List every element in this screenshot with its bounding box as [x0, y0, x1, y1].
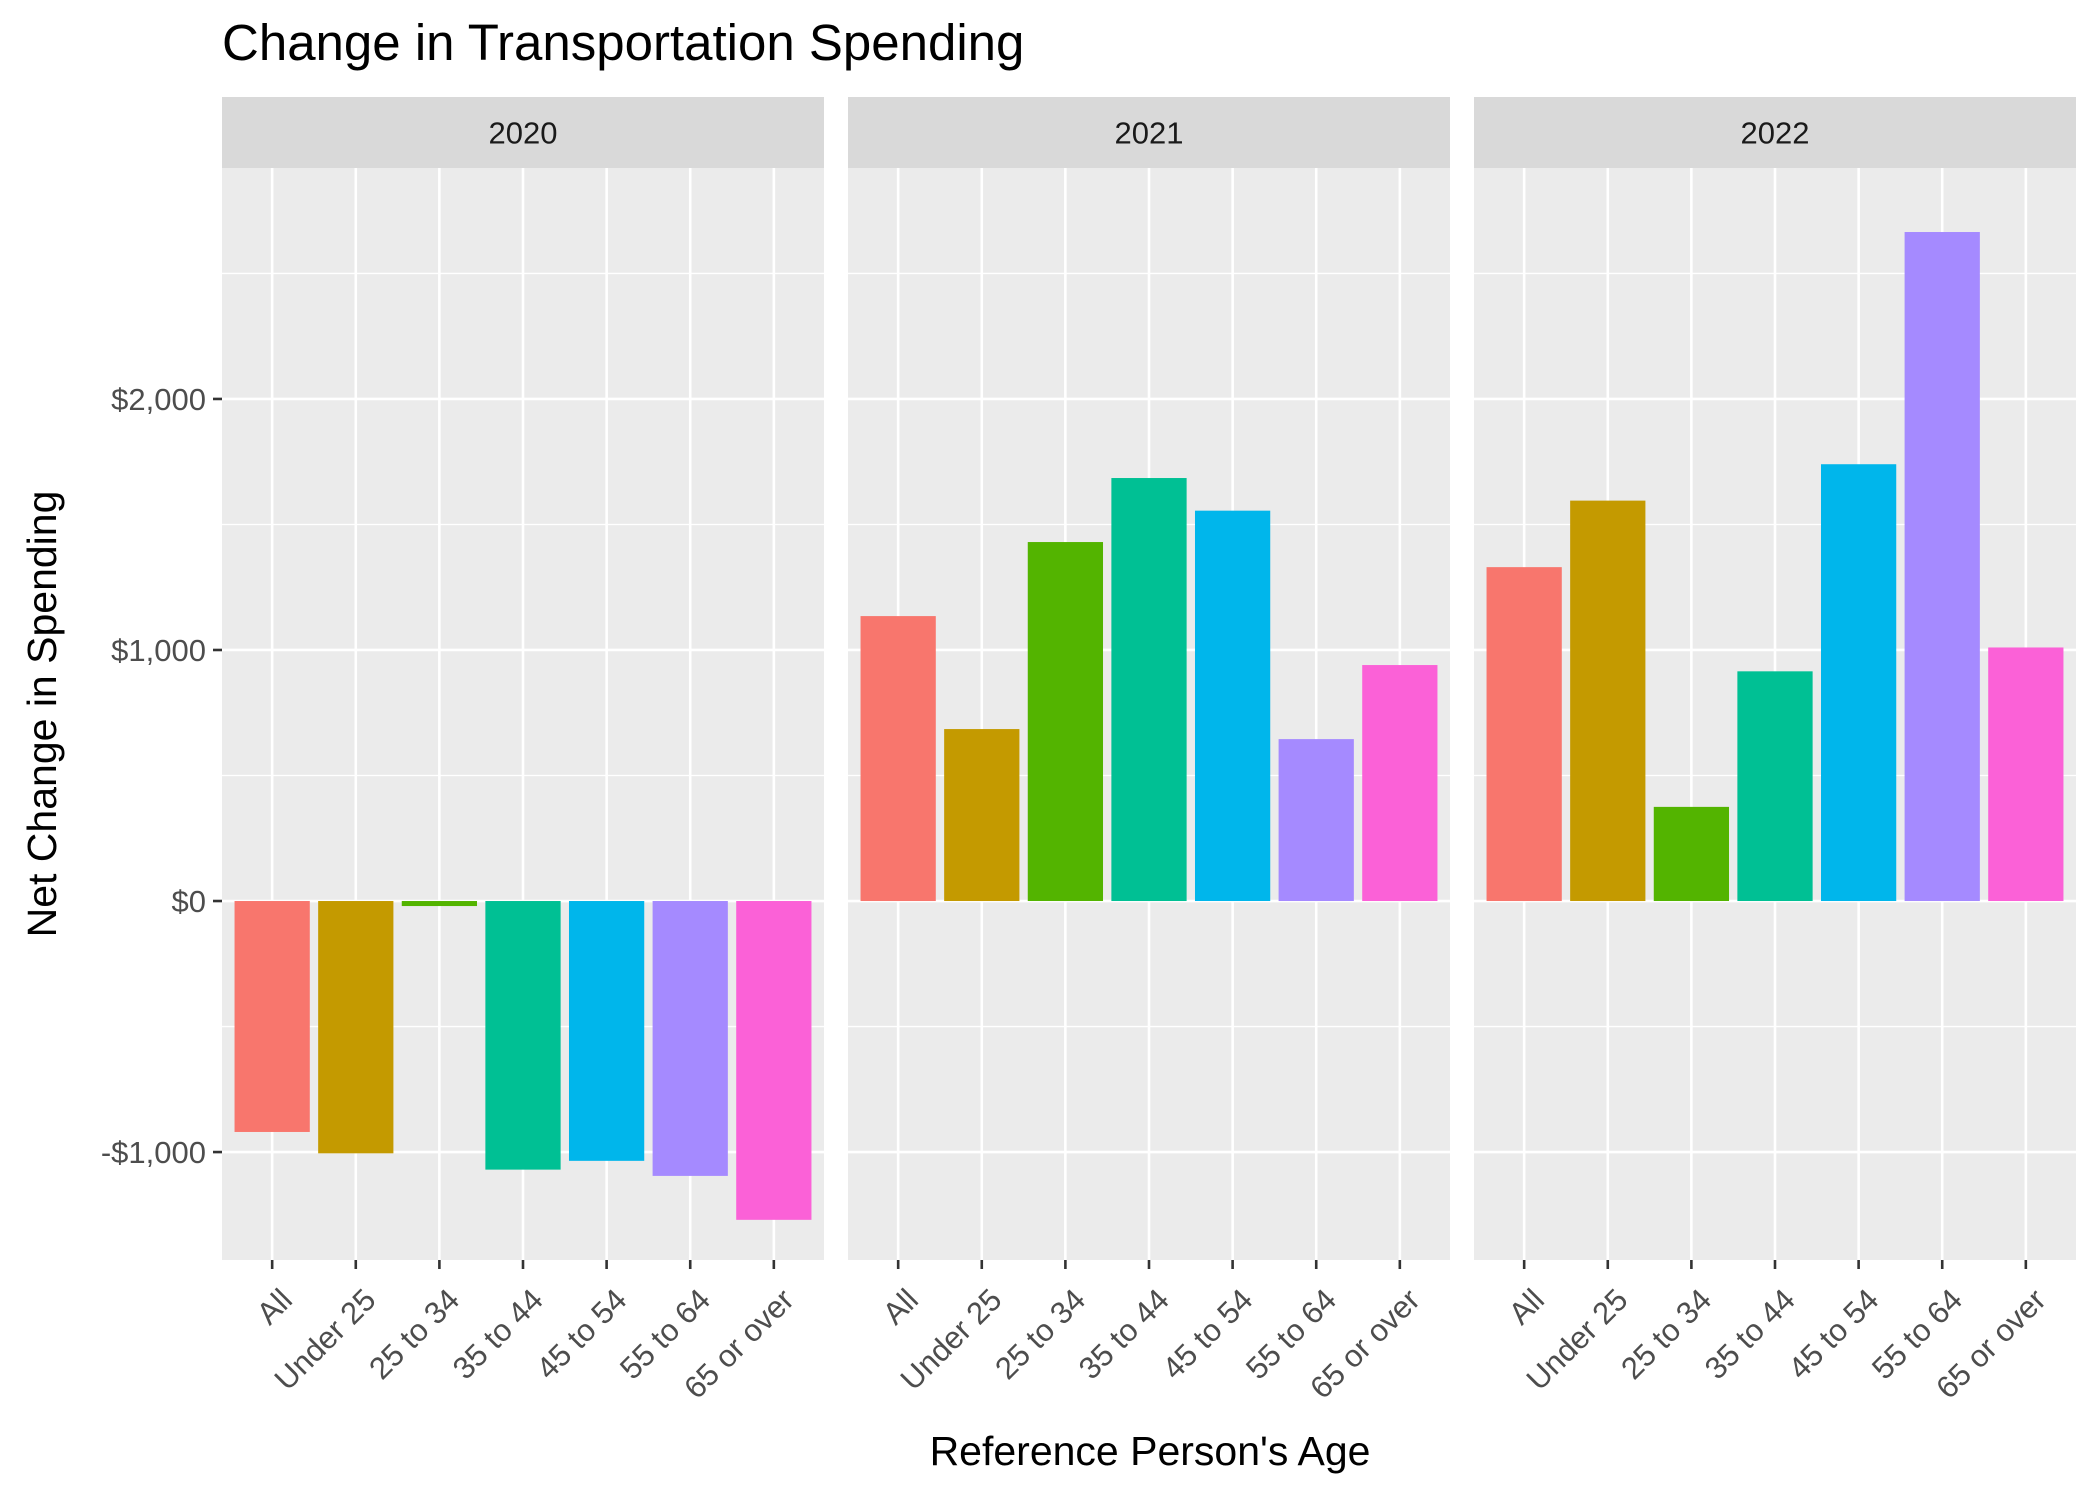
bar-2021-35-to-44 — [1111, 478, 1187, 902]
x-tick-label: 25 to 34 — [988, 1282, 1092, 1386]
bar-2020-all — [234, 901, 310, 1132]
y-tick-label: $0 — [172, 884, 206, 919]
bar-2020-25-to-34 — [401, 901, 478, 907]
bar-2022-all — [1486, 567, 1562, 902]
y-tick-label: $1,000 — [111, 633, 206, 668]
facet-strip-label: 2021 — [1115, 116, 1184, 151]
x-tick-label: 35 to 44 — [1698, 1282, 1802, 1386]
bar-2020-55-to-64 — [652, 901, 728, 1176]
bar-2022-45-to-54 — [1820, 464, 1897, 902]
bar-2020-under-25 — [318, 901, 394, 1154]
bar-2021-45-to-54 — [1194, 510, 1271, 902]
y-axis: -$1,000 $0 $1,000 $2,000 — [101, 382, 222, 1170]
x-tick-label: 35 to 44 — [446, 1282, 550, 1386]
x-tick-label: 45 to 54 — [529, 1282, 633, 1386]
bar-2021-all — [860, 616, 936, 902]
x-axis-title: Reference Person's Age — [930, 1428, 1371, 1474]
y-tick-label: $2,000 — [111, 382, 206, 417]
x-tick-label: All — [1502, 1282, 1551, 1331]
y-tick-label: -$1,000 — [101, 1135, 206, 1170]
bar-2022-25-to-34 — [1653, 806, 1730, 902]
bar-2022-35-to-44 — [1737, 671, 1813, 902]
bar-2021-under-25 — [944, 729, 1020, 902]
x-tick-label: 25 to 34 — [1614, 1282, 1718, 1386]
x-tick-label: 45 to 54 — [1781, 1282, 1885, 1386]
facet-strip — [1474, 97, 2076, 168]
chart-title: Change in Transportation Spending — [222, 14, 1024, 71]
facet-strip-label: 2022 — [1741, 116, 1810, 151]
x-tick-label: 45 to 54 — [1155, 1282, 1259, 1386]
bar-2022-55-to-64 — [1904, 232, 1980, 902]
bar-2020-45-to-54 — [568, 901, 645, 1161]
facet-strip — [848, 97, 1450, 168]
x-tick-label: All — [250, 1282, 299, 1331]
facet-strip-label: 2020 — [489, 116, 558, 151]
facet-strip — [222, 97, 824, 168]
x-tick-label: 25 to 34 — [362, 1282, 466, 1386]
bar-2022-under-25 — [1570, 500, 1646, 902]
bar-2020-35-to-44 — [485, 901, 561, 1170]
y-axis-title: Net Change in Spending — [19, 491, 65, 938]
bar-2020-65-or-over — [736, 901, 812, 1220]
bar-2022-65-or-over — [1988, 647, 2064, 902]
bar-2021-65-or-over — [1362, 665, 1438, 902]
bar-2021-25-to-34 — [1027, 542, 1104, 902]
x-tick-label: All — [876, 1282, 925, 1331]
bar-2021-55-to-64 — [1278, 739, 1354, 902]
x-tick-label: 35 to 44 — [1072, 1282, 1176, 1386]
